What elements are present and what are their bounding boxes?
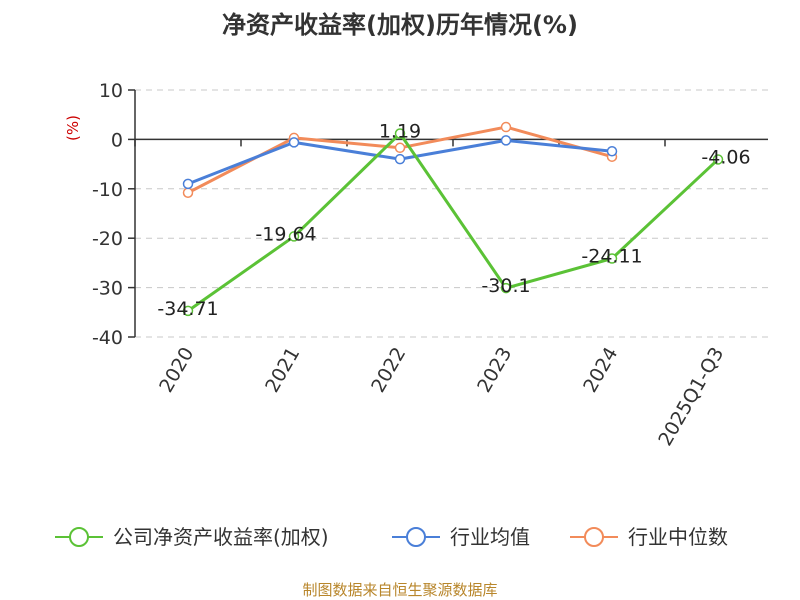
data-point [182,178,194,190]
data-label: -24.11 [581,246,642,268]
source-note: 制图数据来自恒生聚源数据库 [302,581,497,599]
data-point [182,305,194,317]
data-point [394,128,406,139]
data-label: 1.19 [379,121,421,143]
data-label: -34.71 [157,298,218,320]
legend-label: 行业均值 [450,525,530,549]
y-tick-labels: 10 0 -10 -20 -30 -40 [92,80,123,349]
series-lines [182,121,724,317]
x-tick-label: 2025Q1-Q3 [654,344,728,450]
legend-item: 行业中位数 [570,525,728,549]
x-tick-label: 2020 [155,344,198,397]
data-label: -30.1 [481,275,530,297]
axes [128,89,768,338]
y-tick-label: -20 [92,228,123,250]
legend: 公司净资产收益率(加权) 行业均值 行业中位数 [55,525,728,549]
legend-marker [69,527,89,547]
legend-item: 公司净资产收益率(加权) [55,525,329,549]
data-point [394,142,406,154]
legend-label: 公司净资产收益率(加权) [113,525,329,549]
legend-marker [406,527,426,547]
data-label: -4.06 [701,146,750,168]
y-tick-label: -10 [92,179,123,201]
x-tick-label: 2023 [473,344,516,397]
legend-item: 行业均值 [392,525,530,549]
x-tick-label: 2022 [367,344,410,397]
y-tick-label: 0 [111,129,123,151]
x-tick-label: 2024 [579,344,622,397]
series-line [187,132,720,313]
data-point [500,282,512,294]
x-tick-label: 2021 [261,344,304,397]
y-tick-label: 10 [99,80,123,102]
data-point [712,154,724,165]
legend-marker [584,527,604,547]
data-point [606,146,618,157]
data-point [182,187,194,199]
data-point [288,231,300,242]
chart-title: 净资产收益率(加权)历年情况(%) [222,11,578,39]
data-point [606,253,618,264]
legend-label: 行业中位数 [628,525,728,549]
y-tick-label: -40 [92,327,123,349]
data-point [288,137,300,148]
x-tick-labels: 2020 2021 2022 2023 2024 2025Q1-Q3 [155,344,728,450]
data-label: -19.64 [255,223,316,245]
data-point [394,153,406,165]
data-point [500,135,512,146]
y-tick-label: -30 [92,278,123,300]
data-point [500,121,512,133]
y-axis-unit: (%) [64,115,82,141]
data-labels: -34.71 -19.64 1.19 -30.1 -24.11 -4.06 [157,121,750,320]
grid-lines [135,89,768,338]
